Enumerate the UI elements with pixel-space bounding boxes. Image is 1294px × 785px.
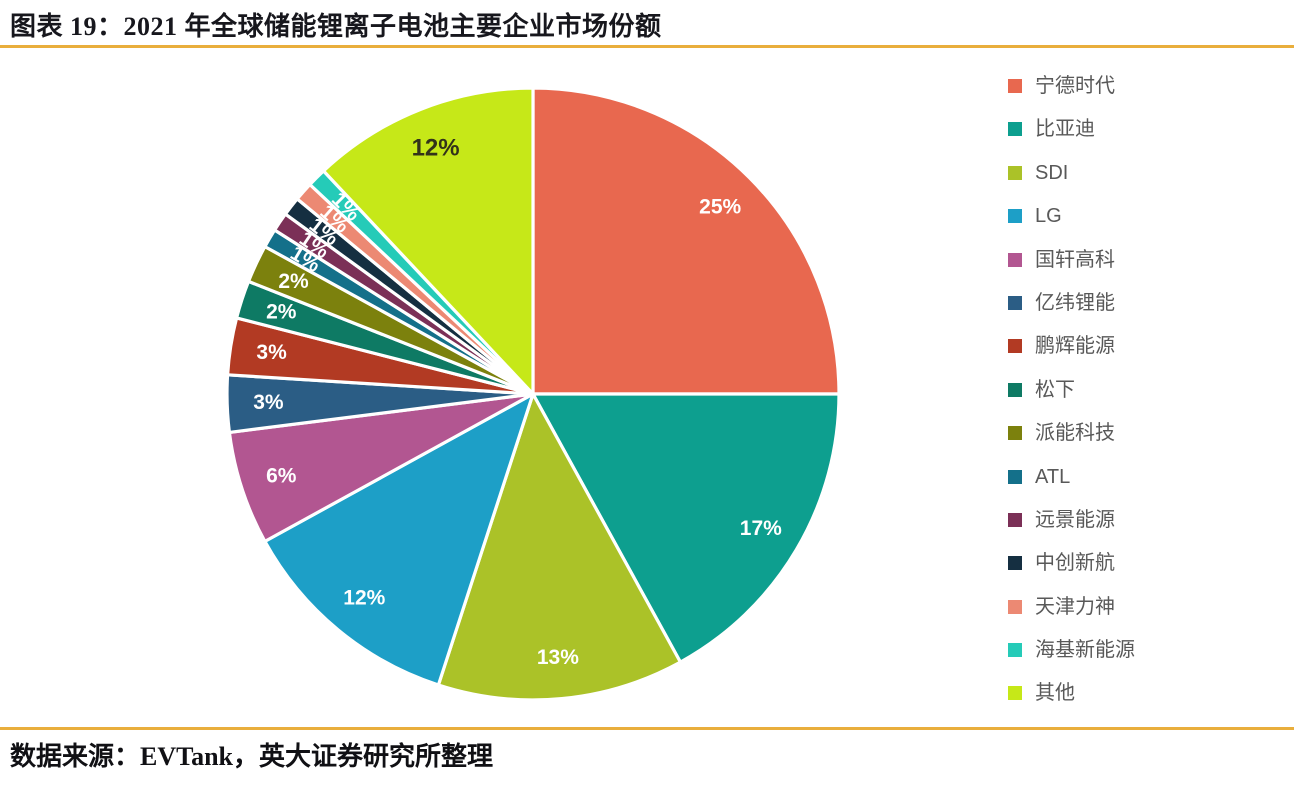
legend-label: ATL <box>1035 465 1071 488</box>
legend-swatch <box>1008 599 1022 614</box>
legend-swatch <box>1008 209 1022 224</box>
legend-item-中创新航: 中创新航 <box>1008 553 1135 573</box>
legend-label: 亿纬锂能 <box>1035 291 1115 314</box>
legend-swatch <box>1008 295 1022 310</box>
pie-slice-label: 25% <box>699 195 741 218</box>
legend-item-SDI: SDI <box>1008 163 1135 183</box>
pie-slice-label: 3% <box>253 391 284 414</box>
legend-label: 中创新航 <box>1035 552 1115 575</box>
pie-slice-label: 2% <box>278 270 309 293</box>
pie-slice-label: 17% <box>740 517 782 540</box>
pie-slice-label: 13% <box>537 646 579 669</box>
legend-swatch <box>1008 165 1022 180</box>
legend-label: 比亚迪 <box>1035 118 1095 141</box>
legend-label: LG <box>1035 205 1062 228</box>
legend-swatch <box>1008 339 1022 354</box>
legend-label: 鹏辉能源 <box>1035 335 1115 358</box>
legend-item-鹏辉能源: 鹏辉能源 <box>1008 336 1135 356</box>
legend-item-亿纬锂能: 亿纬锂能 <box>1008 293 1135 313</box>
pie-slice-LG <box>263 392 535 687</box>
legend-item-派能科技: 派能科技 <box>1008 423 1135 443</box>
legend-item-其他: 其他 <box>1008 683 1135 703</box>
legend: 宁德时代比亚迪 SDI LG 国轩高科亿纬锂能鹏辉能源松下派能科技 ATL 远景能源中创新… <box>1008 76 1135 727</box>
pie-slice-其他 <box>321 86 535 396</box>
legend-item-ATL: ATL <box>1008 467 1135 487</box>
legend-label: 天津力神 <box>1035 595 1115 618</box>
legend-swatch <box>1008 426 1022 441</box>
pie-slice-比亚迪 <box>531 392 841 664</box>
legend-swatch <box>1008 252 1022 267</box>
pie-slice-label: 6% <box>266 464 297 487</box>
footer-rule <box>0 727 1294 730</box>
legend-swatch <box>1008 122 1022 137</box>
legend-label: 其他 <box>1035 682 1075 705</box>
legend-item-松下: 松下 <box>1008 380 1135 400</box>
figure-title: 图表 19：2021 年全球储能锂离子电池主要企业市场份额 <box>10 12 662 41</box>
pie-slice-宁德时代 <box>531 86 841 396</box>
legend-item-国轩高科: 国轩高科 <box>1008 250 1135 270</box>
title-rule <box>0 45 1294 48</box>
legend-swatch <box>1008 556 1022 571</box>
legend-swatch <box>1008 686 1022 701</box>
legend-swatch <box>1008 512 1022 527</box>
legend-label: 宁德时代 <box>1035 75 1115 97</box>
legend-label: 派能科技 <box>1035 422 1115 445</box>
pie-slice-label: 12% <box>343 586 385 609</box>
pie-slice-label: 2% <box>266 301 297 324</box>
legend-item-比亚迪: 比亚迪 <box>1008 119 1135 139</box>
data-source: 数据来源：EVTank，英大证券研究所整理 <box>10 742 493 771</box>
legend-swatch <box>1008 382 1022 397</box>
pie-slice-SDI <box>436 392 682 702</box>
legend-label: 松下 <box>1035 378 1075 401</box>
legend-item-LG: LG <box>1008 206 1135 226</box>
legend-swatch <box>1008 469 1022 484</box>
pie-slice-label: 3% <box>256 341 287 364</box>
legend-item-宁德时代: 宁德时代 <box>1008 76 1135 96</box>
legend-item-远景能源: 远景能源 <box>1008 510 1135 530</box>
legend-label: 国轩高科 <box>1035 248 1115 271</box>
legend-label: SDI <box>1035 161 1069 184</box>
legend-item-海基新能源: 海基新能源 <box>1008 640 1135 660</box>
legend-swatch <box>1008 643 1022 658</box>
legend-label: 海基新能源 <box>1035 639 1135 662</box>
legend-swatch <box>1008 79 1022 93</box>
legend-label: 远景能源 <box>1035 508 1115 531</box>
pie-slice-label: 12% <box>412 134 460 161</box>
legend-item-天津力神: 天津力神 <box>1008 597 1135 617</box>
